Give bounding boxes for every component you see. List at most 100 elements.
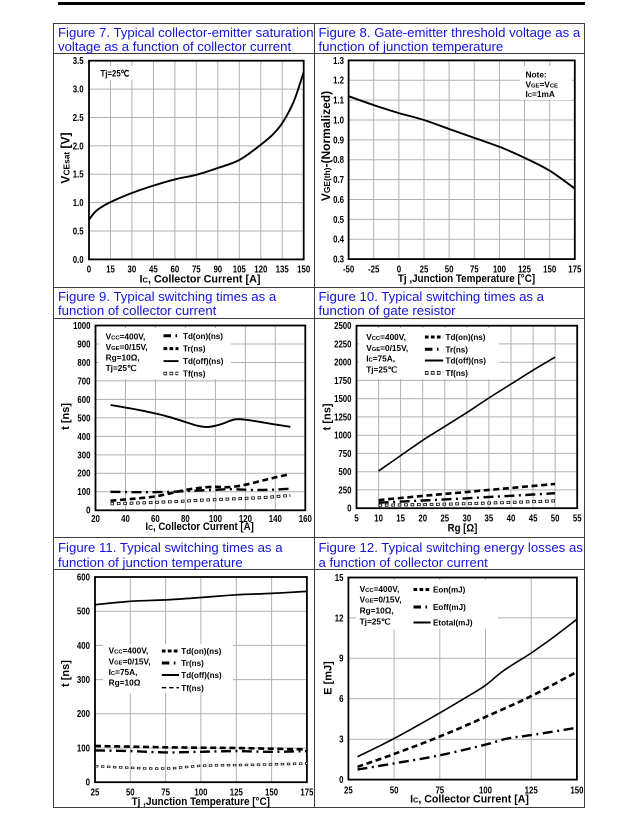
svg-text:25: 25 (420, 265, 429, 276)
svg-text:IC=75A,: IC=75A, (366, 354, 395, 364)
svg-text:500: 500 (77, 413, 91, 424)
svg-text:45: 45 (529, 514, 538, 525)
svg-text:1000: 1000 (334, 431, 352, 442)
svg-text:9: 9 (339, 654, 344, 665)
svg-text:Rg=10Ω,: Rg=10Ω, (106, 352, 140, 362)
svg-text:Td(off)(ns): Td(off)(ns) (446, 357, 487, 366)
svg-text:900: 900 (77, 339, 91, 350)
svg-text:Tj=25℃: Tj=25℃ (101, 68, 130, 79)
svg-text:50: 50 (390, 785, 399, 796)
svg-text:Tr(ns): Tr(ns) (183, 345, 206, 354)
svg-text:Eon(mJ): Eon(mJ) (433, 586, 466, 595)
svg-text:250: 250 (338, 485, 352, 496)
svg-text:50: 50 (126, 788, 135, 799)
svg-text:VCC=400V,: VCC=400V, (106, 331, 146, 341)
svg-text:50: 50 (445, 265, 454, 276)
svg-text:125: 125 (230, 788, 244, 799)
svg-text:Td(on)(ns): Td(on)(ns) (181, 647, 221, 656)
svg-text:2.5: 2.5 (73, 113, 84, 124)
svg-text:40: 40 (121, 514, 130, 525)
svg-text:40: 40 (507, 514, 516, 525)
svg-text:125: 125 (518, 265, 532, 276)
svg-text:1.0: 1.0 (333, 115, 344, 126)
svg-text:2.0: 2.0 (73, 141, 84, 152)
svg-text:Tf(ns): Tf(ns) (183, 370, 206, 379)
svg-text:0.5: 0.5 (73, 226, 84, 237)
svg-text:25: 25 (91, 788, 100, 799)
svg-text:150: 150 (570, 785, 584, 796)
svg-text:VGE=0/15V,: VGE=0/15V, (109, 656, 151, 666)
svg-text:20: 20 (91, 514, 100, 525)
svg-text:140: 140 (269, 514, 283, 525)
svg-text:400: 400 (77, 432, 91, 443)
svg-text:100: 100 (77, 743, 91, 754)
svg-text:0.9: 0.9 (333, 135, 344, 146)
svg-text:Td(off)(ns): Td(off)(ns) (183, 357, 224, 366)
svg-text:0.8: 0.8 (333, 155, 344, 166)
svg-text:45: 45 (149, 265, 158, 276)
svg-text:100: 100 (479, 785, 493, 796)
svg-text:5: 5 (354, 514, 359, 525)
svg-text:175: 175 (300, 788, 314, 799)
svg-text:0.4: 0.4 (333, 235, 344, 246)
svg-text:75: 75 (435, 785, 444, 796)
svg-text:500: 500 (77, 607, 91, 618)
svg-text:Tj=25℃: Tj=25℃ (366, 364, 397, 374)
svg-text:IC=1mA: IC=1mA (526, 89, 555, 99)
svg-text:VCC=400V,: VCC=400V, (360, 584, 400, 594)
svg-text:160: 160 (299, 514, 313, 525)
svg-text:60: 60 (171, 265, 180, 276)
svg-text:105: 105 (233, 265, 247, 276)
svg-text:0: 0 (87, 265, 92, 276)
svg-text:100: 100 (209, 514, 223, 525)
svg-text:35: 35 (485, 514, 494, 525)
svg-text:20: 20 (418, 514, 427, 525)
svg-text:t [ns]: t [ns] (60, 403, 72, 430)
svg-text:3.5: 3.5 (73, 56, 84, 67)
svg-text:120: 120 (239, 514, 253, 525)
svg-text:1.1: 1.1 (333, 96, 344, 107)
svg-text:0: 0 (86, 506, 91, 517)
svg-text:200: 200 (77, 709, 91, 720)
svg-text:VCC=400V,: VCC=400V, (109, 646, 149, 656)
svg-text:1250: 1250 (334, 412, 352, 423)
svg-text:Tj ,Junction Temperature [°C]: Tj ,Junction Temperature [°C] (398, 273, 535, 285)
svg-text:1.0: 1.0 (73, 198, 84, 209)
svg-text:Eoff(mJ): Eoff(mJ) (433, 603, 466, 612)
svg-text:VGE(th)-(Normalized): VGE(th)-(Normalized) (319, 91, 333, 201)
svg-text:300: 300 (77, 675, 91, 686)
svg-text:IC, Collector Current [A]: IC, Collector Current [A] (140, 274, 261, 286)
svg-text:10: 10 (374, 514, 383, 525)
svg-text:0.5: 0.5 (333, 215, 344, 226)
svg-text:100: 100 (77, 487, 91, 498)
svg-text:2250: 2250 (334, 339, 352, 350)
svg-text:Etotal(mJ): Etotal(mJ) (433, 619, 473, 628)
svg-text:600: 600 (77, 572, 91, 583)
svg-text:55: 55 (573, 514, 582, 525)
svg-text:120: 120 (254, 265, 268, 276)
svg-text:300: 300 (77, 450, 91, 461)
svg-text:VGE=0/15V,: VGE=0/15V, (360, 595, 402, 605)
svg-text:25: 25 (440, 514, 449, 525)
svg-text:150: 150 (265, 788, 279, 799)
svg-text:Rg=10Ω: Rg=10Ω (109, 678, 141, 688)
svg-text:t [ns]: t [ns] (60, 660, 72, 687)
svg-text:100: 100 (493, 265, 507, 276)
svg-text:Tj=25℃: Tj=25℃ (360, 617, 391, 627)
svg-text:30: 30 (128, 265, 137, 276)
svg-text:Tj ,Junction Temperature [°C]: Tj ,Junction Temperature [°C] (132, 797, 270, 809)
svg-text:IC, Collector Current [A]: IC, Collector Current [A] (410, 793, 529, 805)
svg-text:15: 15 (106, 265, 115, 276)
svg-text:80: 80 (181, 514, 190, 525)
svg-text:2500: 2500 (334, 321, 352, 332)
svg-text:-50: -50 (343, 265, 355, 276)
svg-text:0: 0 (339, 775, 344, 786)
svg-text:500: 500 (338, 467, 352, 478)
svg-text:150: 150 (297, 265, 311, 276)
svg-text:Tr(ns): Tr(ns) (446, 345, 469, 354)
svg-text:200: 200 (77, 469, 91, 480)
svg-text:Td(on)(ns): Td(on)(ns) (446, 333, 486, 342)
svg-text:0.0: 0.0 (73, 255, 84, 266)
svg-text:0.7: 0.7 (333, 175, 344, 186)
svg-text:150: 150 (543, 265, 557, 276)
